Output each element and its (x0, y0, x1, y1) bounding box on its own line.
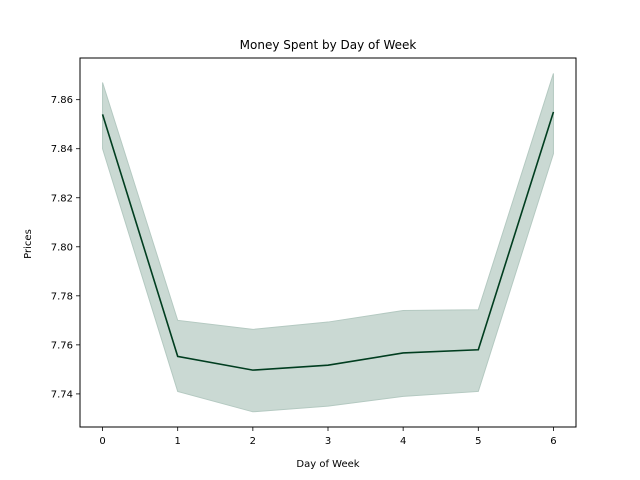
x-tick-label: 6 (550, 436, 556, 447)
x-axis: 0 1 2 3 4 5 6 (99, 427, 557, 447)
y-tick-label: 7.74 (51, 389, 73, 400)
confidence-band (102, 73, 554, 413)
x-axis-label: Day of Week (296, 459, 359, 470)
x-tick-label: 1 (175, 436, 181, 447)
y-axis-label: Prices (23, 229, 34, 259)
y-axis: 7.74 7.76 7.78 7.80 7.82 7.84 7.86 (51, 95, 80, 400)
x-tick-label: 0 (99, 436, 105, 447)
chart-title: Money Spent by Day of Week (240, 38, 417, 52)
y-tick-label: 7.76 (51, 340, 73, 351)
plot-area (101, 73, 555, 413)
x-tick-label: 5 (475, 436, 481, 447)
y-tick-label: 7.78 (51, 291, 73, 302)
y-tick-label: 7.84 (51, 144, 73, 155)
x-tick-label: 4 (400, 436, 406, 447)
series-line (101, 111, 555, 371)
y-tick-label: 7.86 (51, 95, 73, 106)
x-tick-label: 2 (250, 436, 256, 447)
x-tick-label: 3 (325, 436, 331, 447)
y-tick-label: 7.80 (51, 242, 73, 253)
y-tick-label: 7.82 (51, 193, 73, 204)
